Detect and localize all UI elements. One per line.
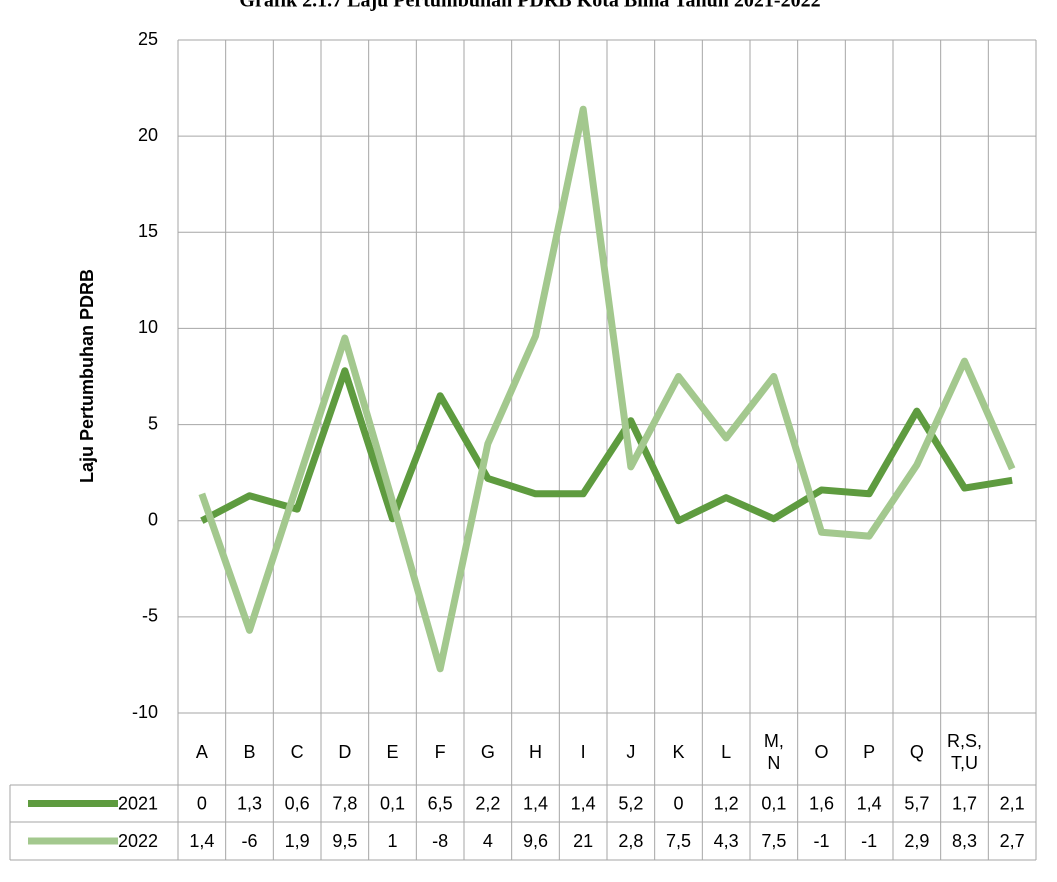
y-tick-label: 5: [148, 413, 158, 433]
table-value: 21: [573, 831, 593, 851]
x-tick-label: C: [291, 742, 304, 762]
x-tick-label: B: [243, 742, 255, 762]
table-value: 2,9: [904, 831, 929, 851]
table-value: 1,2: [714, 793, 739, 813]
y-axis-title: Laju Pertumbuhan PDRB: [77, 269, 97, 483]
x-tick-label: H: [529, 742, 542, 762]
x-tick-label: E: [386, 742, 398, 762]
table-value: 7,5: [761, 831, 786, 851]
x-tick-label: K: [672, 742, 684, 762]
table-value: 1,3: [237, 793, 262, 813]
y-tick-label: 25: [138, 29, 158, 49]
legend-label: 2021: [118, 793, 158, 813]
table-value: 1,9: [285, 831, 310, 851]
table-value: 6,5: [428, 793, 453, 813]
series-line: [198, 105, 1016, 673]
table-value: 4,3: [714, 831, 739, 851]
table-value: 0,1: [761, 793, 786, 813]
table-value: 7,5: [666, 831, 691, 851]
y-tick-label: 0: [148, 509, 158, 529]
x-tick-label: G: [481, 742, 495, 762]
table-value: 4: [483, 831, 493, 851]
table-value: 0: [673, 793, 683, 813]
table-value: 0,1: [380, 793, 405, 813]
y-tick-label: 20: [138, 125, 158, 145]
table-value: 0,6: [285, 793, 310, 813]
table-value: 9,6: [523, 831, 548, 851]
table-value: 1,4: [189, 831, 214, 851]
x-tick-label: Q: [910, 742, 924, 762]
legend-label: 2022: [118, 831, 158, 851]
y-tick-label: 15: [138, 221, 158, 241]
x-tick-label: R,S, T,U: [947, 731, 982, 773]
chart-title: Grafik 2.1.7 Laju Pertumbuhan PDRB Kota …: [239, 0, 820, 12]
table-value: 1,7: [952, 793, 977, 813]
x-tick-label: F: [435, 742, 446, 762]
table-value: 5,7: [904, 793, 929, 813]
table-value: 1,4: [571, 793, 596, 813]
table-value: 1,4: [523, 793, 548, 813]
table-value: 9,5: [332, 831, 357, 851]
table-value: 5,2: [618, 793, 643, 813]
table-value: 2,7: [1000, 831, 1025, 851]
table-value: 2,2: [475, 793, 500, 813]
x-tick-label: I: [581, 742, 586, 762]
table-value: 7,8: [332, 793, 357, 813]
x-tick-label: P: [863, 742, 875, 762]
table-value: -1: [813, 831, 829, 851]
x-tick-label: O: [814, 742, 828, 762]
y-tick-label: -5: [142, 606, 158, 626]
table-value: 1,4: [857, 793, 882, 813]
table-value: 8,3: [952, 831, 977, 851]
x-tick-label: J: [626, 742, 635, 762]
x-tick-label: A: [196, 742, 208, 762]
table-value: -6: [241, 831, 257, 851]
x-tick-label: M, N: [764, 731, 784, 773]
table-value: 1,6: [809, 793, 834, 813]
series-line: [200, 367, 1013, 525]
table-value: 1: [387, 831, 397, 851]
table-value: 2,1: [1000, 793, 1025, 813]
table-value: -8: [432, 831, 448, 851]
x-tick-label: L: [721, 742, 731, 762]
y-tick-label: -10: [132, 702, 158, 722]
table-value: -1: [861, 831, 877, 851]
table-value: 0: [197, 793, 207, 813]
x-tick-label: D: [338, 742, 351, 762]
table-value: 2,8: [618, 831, 643, 851]
y-tick-label: 10: [138, 317, 158, 337]
